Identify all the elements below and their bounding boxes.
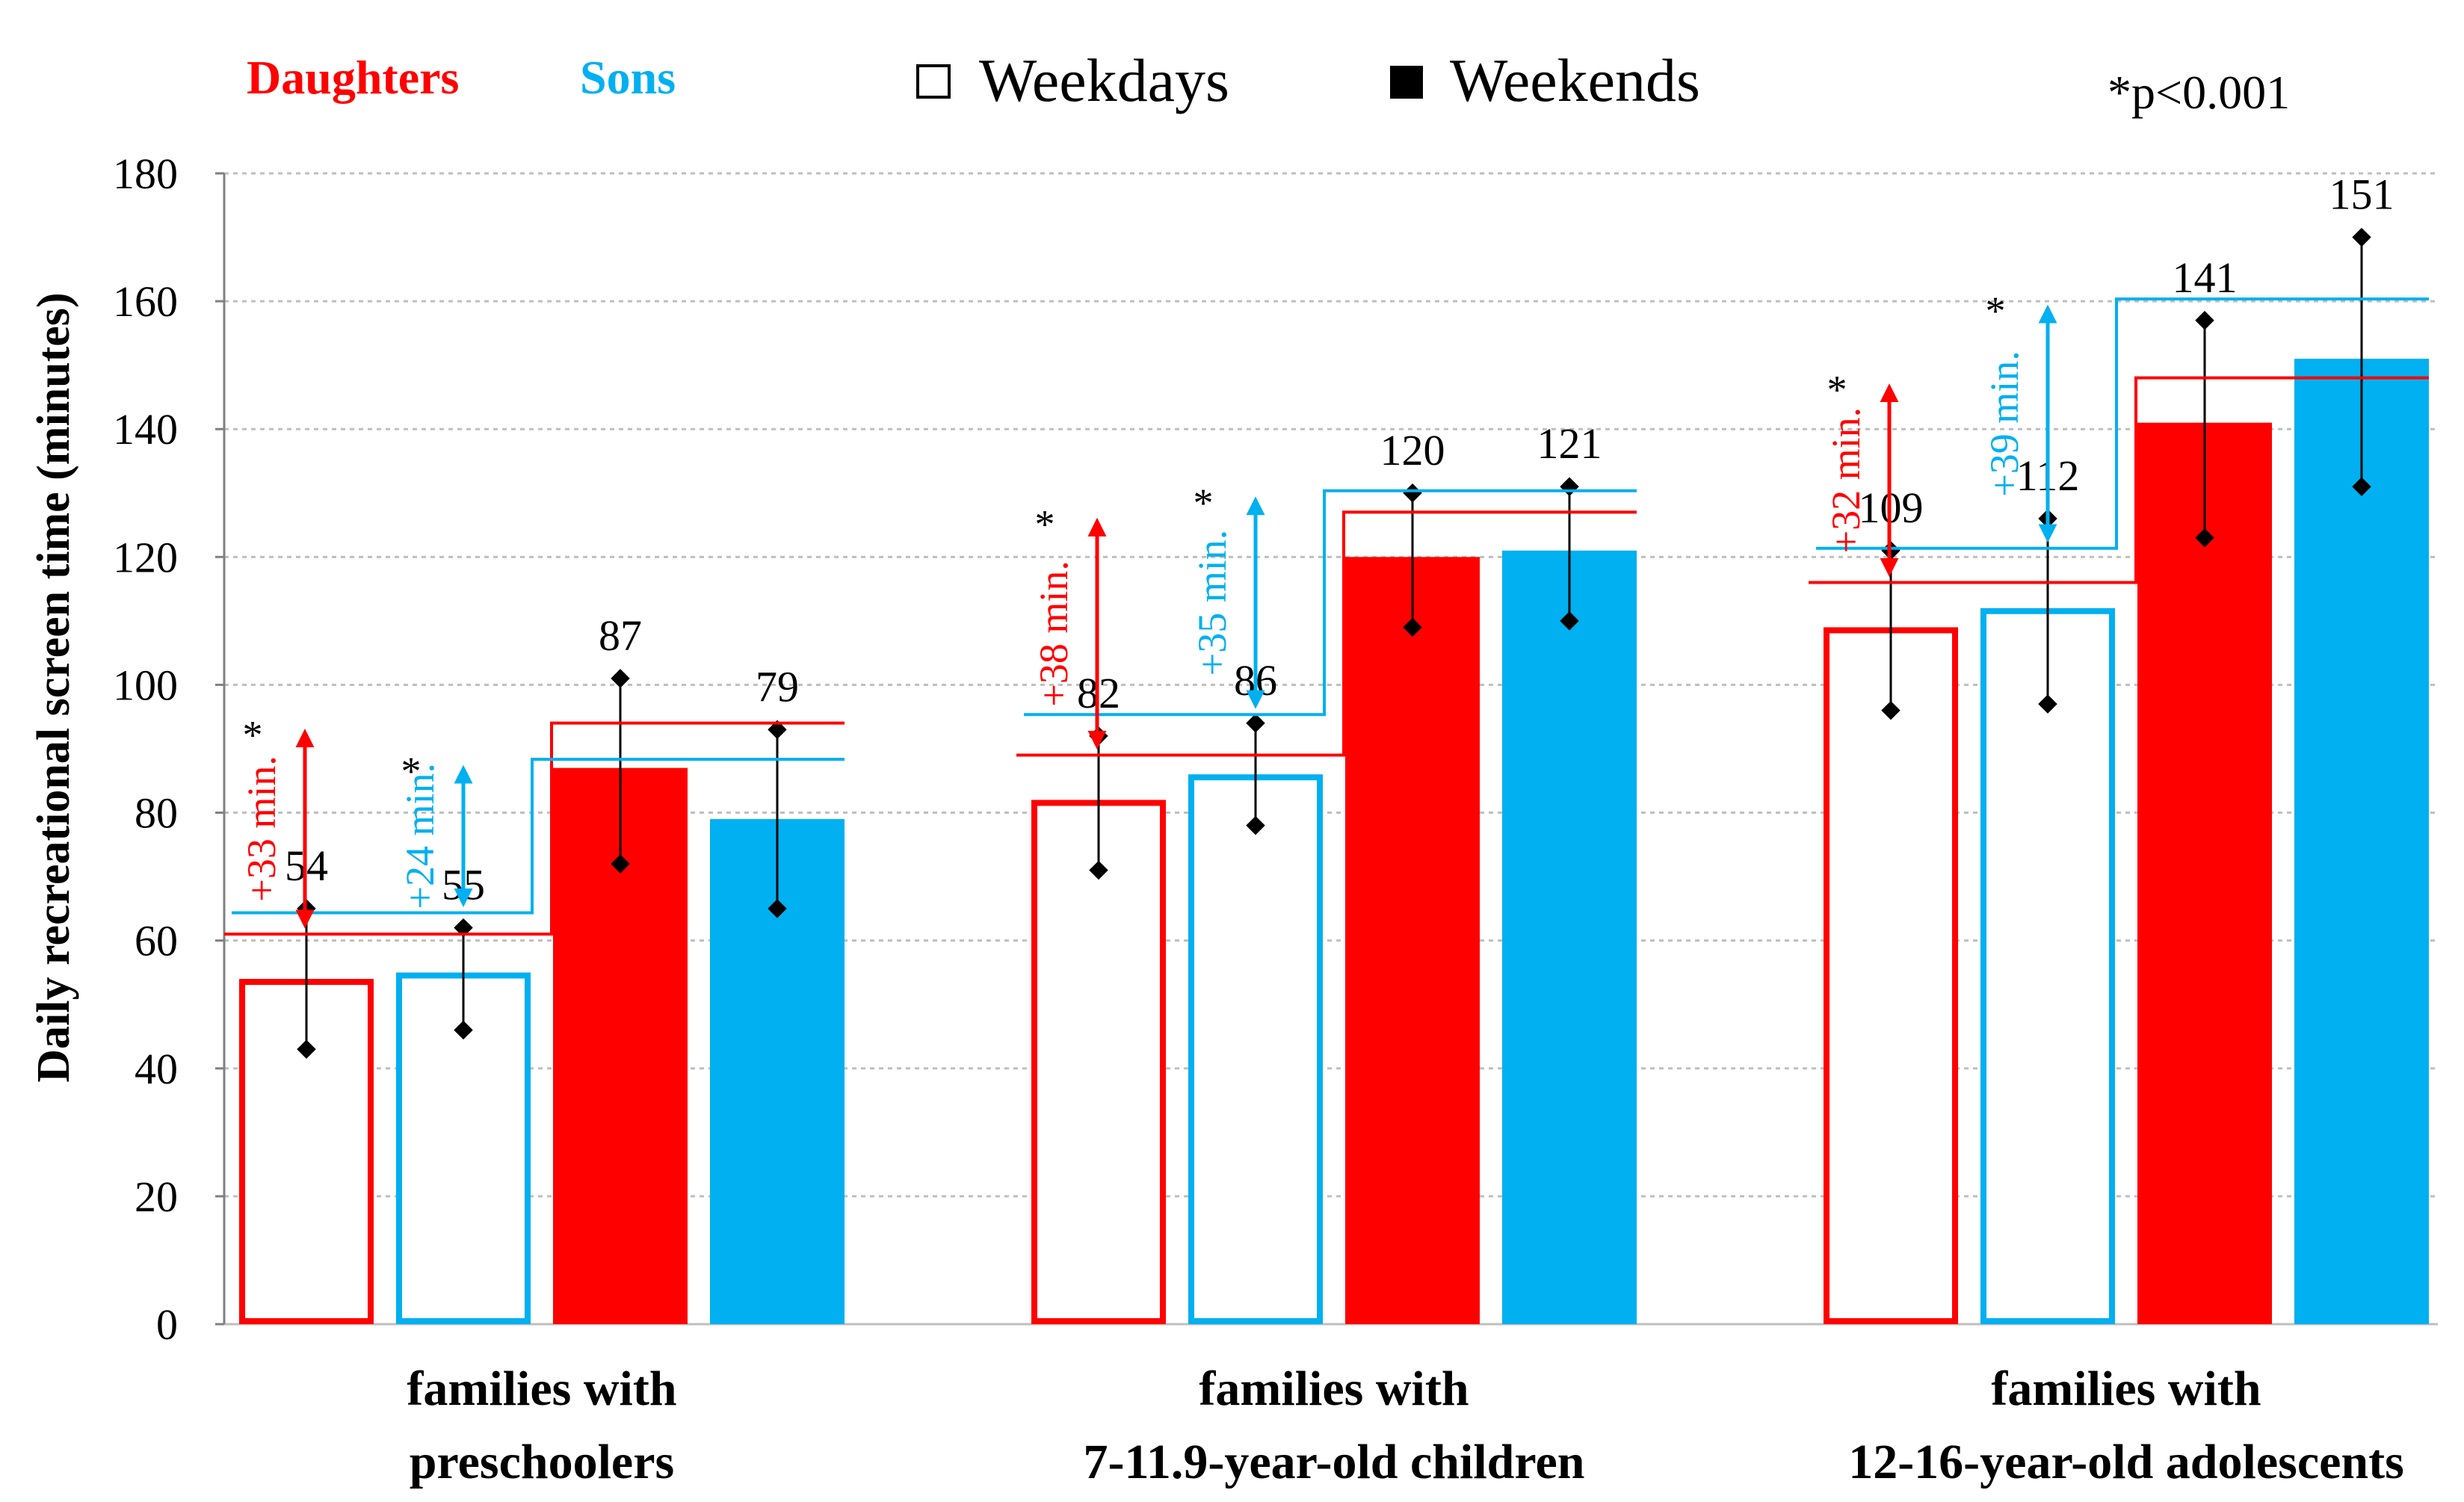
significance-star: * bbox=[1194, 480, 1214, 525]
significance-note: *p<0.001 bbox=[2108, 66, 2290, 119]
error-bar-cap bbox=[1403, 483, 1422, 503]
bar bbox=[1188, 774, 1323, 1324]
error-bar-cap bbox=[1560, 477, 1579, 496]
bar bbox=[1824, 627, 1958, 1324]
y-axis: 0 20 40 60 80 100 120 140 160 180 bbox=[113, 149, 226, 1349]
bar bbox=[2137, 422, 2272, 1324]
data-label: 87 bbox=[599, 611, 642, 660]
legend-daughters: Daughters bbox=[247, 51, 459, 104]
daughters-step-line bbox=[1016, 510, 1637, 757]
y-tick-label: 0 bbox=[156, 1300, 178, 1349]
sons-step-line bbox=[1816, 297, 2429, 550]
y-tick-label: 100 bbox=[113, 661, 178, 709]
y-tick-label: 120 bbox=[113, 533, 178, 581]
group-label-line: 7-11.9-year-old children bbox=[1084, 1435, 1585, 1489]
significance-star: * bbox=[1827, 368, 1847, 412]
group-label-line: preschoolers bbox=[410, 1435, 674, 1489]
difference-label: +24 min. bbox=[398, 763, 442, 909]
difference-label: +39 min. bbox=[1982, 350, 2027, 496]
legend: Daughters Sons Weekdays Weekends *p<0.00… bbox=[247, 46, 2290, 119]
significance-star: * bbox=[1035, 501, 1055, 546]
y-tick-label: 160 bbox=[113, 277, 178, 326]
data-label: 79 bbox=[756, 662, 799, 711]
daughters-step-line bbox=[224, 721, 845, 936]
difference-label: +32 min. bbox=[1824, 407, 1868, 553]
group-label-line: families with bbox=[407, 1362, 676, 1416]
y-tick-label: 80 bbox=[135, 789, 178, 838]
data-label: 120 bbox=[1380, 426, 1445, 475]
sons-step-line bbox=[232, 758, 845, 915]
group-labels: families with preschoolers families with 7-… bbox=[407, 1362, 2403, 1489]
group-label-line: families with bbox=[1991, 1362, 2261, 1416]
legend-weekdays: Weekdays bbox=[979, 46, 1229, 114]
data-label: 151 bbox=[2329, 170, 2394, 219]
legend-weekends-swatch bbox=[1390, 66, 1423, 99]
difference-label: +38 min. bbox=[1031, 560, 1076, 706]
legend-sons: Sons bbox=[580, 51, 676, 104]
group-label-line: families with bbox=[1199, 1362, 1469, 1416]
sons-step-line bbox=[1024, 489, 1637, 717]
y-axis-title: Daily recreational screen time (minutes) bbox=[28, 292, 79, 1082]
bar bbox=[2294, 359, 2429, 1325]
difference-label: +35 min. bbox=[1190, 530, 1235, 676]
y-tick-label: 20 bbox=[135, 1172, 178, 1221]
bar bbox=[1345, 557, 1480, 1325]
y-tick-label: 60 bbox=[135, 917, 178, 965]
y-tick-label: 140 bbox=[113, 405, 178, 454]
error-bar-cap bbox=[2195, 311, 2214, 330]
bar bbox=[1031, 800, 1166, 1324]
group-label-line: 12-16-year-old adolescents bbox=[1848, 1435, 2404, 1489]
bar bbox=[396, 972, 531, 1324]
error-bar-cap bbox=[1246, 714, 1265, 733]
significance-star: * bbox=[1986, 288, 2006, 333]
difference-annotations: +33 min.*+24 min.*+38 min.*+35 min.* +32 … bbox=[224, 288, 2429, 936]
significance-star: * bbox=[243, 713, 263, 758]
bars: 545587798286120121109112141151 bbox=[239, 170, 2429, 1325]
daughters-step-line bbox=[1809, 376, 2429, 584]
difference-label: +33 min. bbox=[239, 755, 284, 901]
legend-weekdays-swatch bbox=[916, 64, 951, 99]
legend-weekends: Weekends bbox=[1450, 46, 1700, 114]
y-tick-label: 40 bbox=[135, 1045, 178, 1093]
data-label: 141 bbox=[2173, 253, 2238, 302]
error-bar-cap bbox=[2352, 227, 2371, 247]
bar bbox=[1980, 608, 2115, 1324]
error-bar-cap bbox=[611, 669, 630, 688]
y-tick-label: 180 bbox=[113, 149, 178, 198]
significance-star: * bbox=[401, 749, 422, 794]
data-label: 121 bbox=[1537, 419, 1602, 468]
bar bbox=[1502, 550, 1637, 1324]
